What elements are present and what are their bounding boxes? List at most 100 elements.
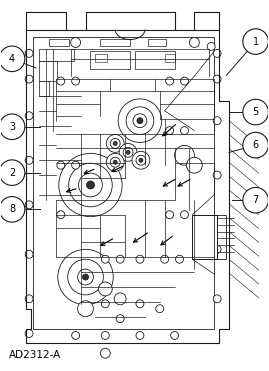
Text: 5: 5 bbox=[253, 107, 259, 117]
Circle shape bbox=[59, 153, 122, 217]
Circle shape bbox=[113, 160, 117, 164]
Circle shape bbox=[101, 300, 109, 308]
Circle shape bbox=[175, 145, 194, 165]
Circle shape bbox=[77, 301, 93, 316]
Circle shape bbox=[133, 114, 147, 128]
Text: 8: 8 bbox=[9, 204, 15, 214]
Circle shape bbox=[166, 127, 174, 135]
Circle shape bbox=[180, 211, 189, 219]
Circle shape bbox=[25, 250, 33, 258]
Bar bbox=[95, 55, 107, 62]
Circle shape bbox=[68, 259, 103, 295]
Circle shape bbox=[25, 201, 33, 209]
Circle shape bbox=[180, 127, 189, 135]
Circle shape bbox=[136, 255, 144, 263]
Circle shape bbox=[213, 295, 221, 303]
Circle shape bbox=[156, 305, 164, 313]
Circle shape bbox=[166, 211, 174, 219]
Circle shape bbox=[58, 249, 113, 305]
Circle shape bbox=[119, 144, 137, 161]
Circle shape bbox=[123, 147, 133, 157]
Circle shape bbox=[71, 37, 80, 47]
Circle shape bbox=[57, 161, 65, 169]
Bar bbox=[39, 49, 74, 61]
Circle shape bbox=[243, 99, 268, 125]
Circle shape bbox=[126, 150, 130, 154]
Circle shape bbox=[87, 181, 94, 189]
Circle shape bbox=[136, 331, 144, 339]
Circle shape bbox=[180, 77, 189, 85]
Circle shape bbox=[136, 300, 144, 308]
Circle shape bbox=[161, 255, 169, 263]
Text: 7: 7 bbox=[253, 195, 259, 205]
Circle shape bbox=[79, 173, 102, 197]
Circle shape bbox=[126, 107, 154, 135]
Circle shape bbox=[114, 293, 126, 305]
Bar bbox=[49, 39, 69, 46]
Circle shape bbox=[0, 197, 25, 222]
Text: AD2312-A: AD2312-A bbox=[9, 350, 62, 360]
Circle shape bbox=[98, 282, 112, 296]
Circle shape bbox=[116, 315, 124, 322]
Circle shape bbox=[0, 160, 25, 186]
Circle shape bbox=[101, 255, 109, 263]
Circle shape bbox=[77, 269, 93, 285]
Circle shape bbox=[213, 75, 221, 83]
Circle shape bbox=[213, 49, 221, 58]
Circle shape bbox=[72, 77, 80, 85]
Circle shape bbox=[72, 161, 80, 169]
Circle shape bbox=[110, 157, 120, 167]
Text: 4: 4 bbox=[9, 54, 15, 64]
Circle shape bbox=[25, 49, 33, 58]
Text: 6: 6 bbox=[253, 140, 259, 150]
Bar bbox=[148, 39, 166, 46]
Bar bbox=[100, 39, 130, 46]
Bar bbox=[39, 61, 57, 81]
Circle shape bbox=[25, 112, 33, 120]
Circle shape bbox=[116, 255, 124, 263]
Text: 1: 1 bbox=[253, 37, 259, 47]
Circle shape bbox=[25, 295, 33, 303]
Circle shape bbox=[106, 135, 124, 152]
Bar bbox=[165, 55, 175, 62]
Circle shape bbox=[189, 37, 199, 47]
Circle shape bbox=[243, 132, 268, 158]
Text: 2: 2 bbox=[9, 168, 15, 178]
Circle shape bbox=[213, 245, 221, 253]
Circle shape bbox=[69, 163, 112, 207]
Bar bbox=[214, 215, 226, 259]
Circle shape bbox=[136, 155, 146, 165]
Circle shape bbox=[106, 153, 124, 171]
Text: 3: 3 bbox=[9, 122, 15, 132]
Circle shape bbox=[171, 331, 179, 339]
Circle shape bbox=[0, 46, 25, 72]
Circle shape bbox=[213, 171, 221, 179]
Circle shape bbox=[166, 77, 174, 85]
Circle shape bbox=[100, 348, 110, 358]
Circle shape bbox=[25, 329, 33, 337]
Circle shape bbox=[57, 77, 65, 85]
Circle shape bbox=[113, 141, 117, 145]
Circle shape bbox=[176, 255, 183, 263]
Circle shape bbox=[243, 29, 268, 54]
Circle shape bbox=[186, 157, 202, 173]
Circle shape bbox=[137, 118, 143, 124]
Circle shape bbox=[72, 331, 80, 339]
Circle shape bbox=[207, 43, 215, 50]
Circle shape bbox=[83, 274, 89, 280]
Bar bbox=[90, 52, 130, 69]
Circle shape bbox=[118, 99, 162, 142]
Bar bbox=[135, 52, 175, 69]
Circle shape bbox=[243, 187, 268, 213]
Circle shape bbox=[0, 114, 25, 139]
Circle shape bbox=[132, 151, 150, 169]
Circle shape bbox=[25, 75, 33, 83]
Circle shape bbox=[101, 331, 109, 339]
Bar bbox=[33, 37, 214, 328]
Circle shape bbox=[213, 117, 221, 125]
Circle shape bbox=[139, 158, 143, 162]
Circle shape bbox=[25, 156, 33, 164]
Circle shape bbox=[110, 138, 120, 148]
Bar bbox=[192, 215, 217, 259]
Bar bbox=[39, 81, 49, 96]
